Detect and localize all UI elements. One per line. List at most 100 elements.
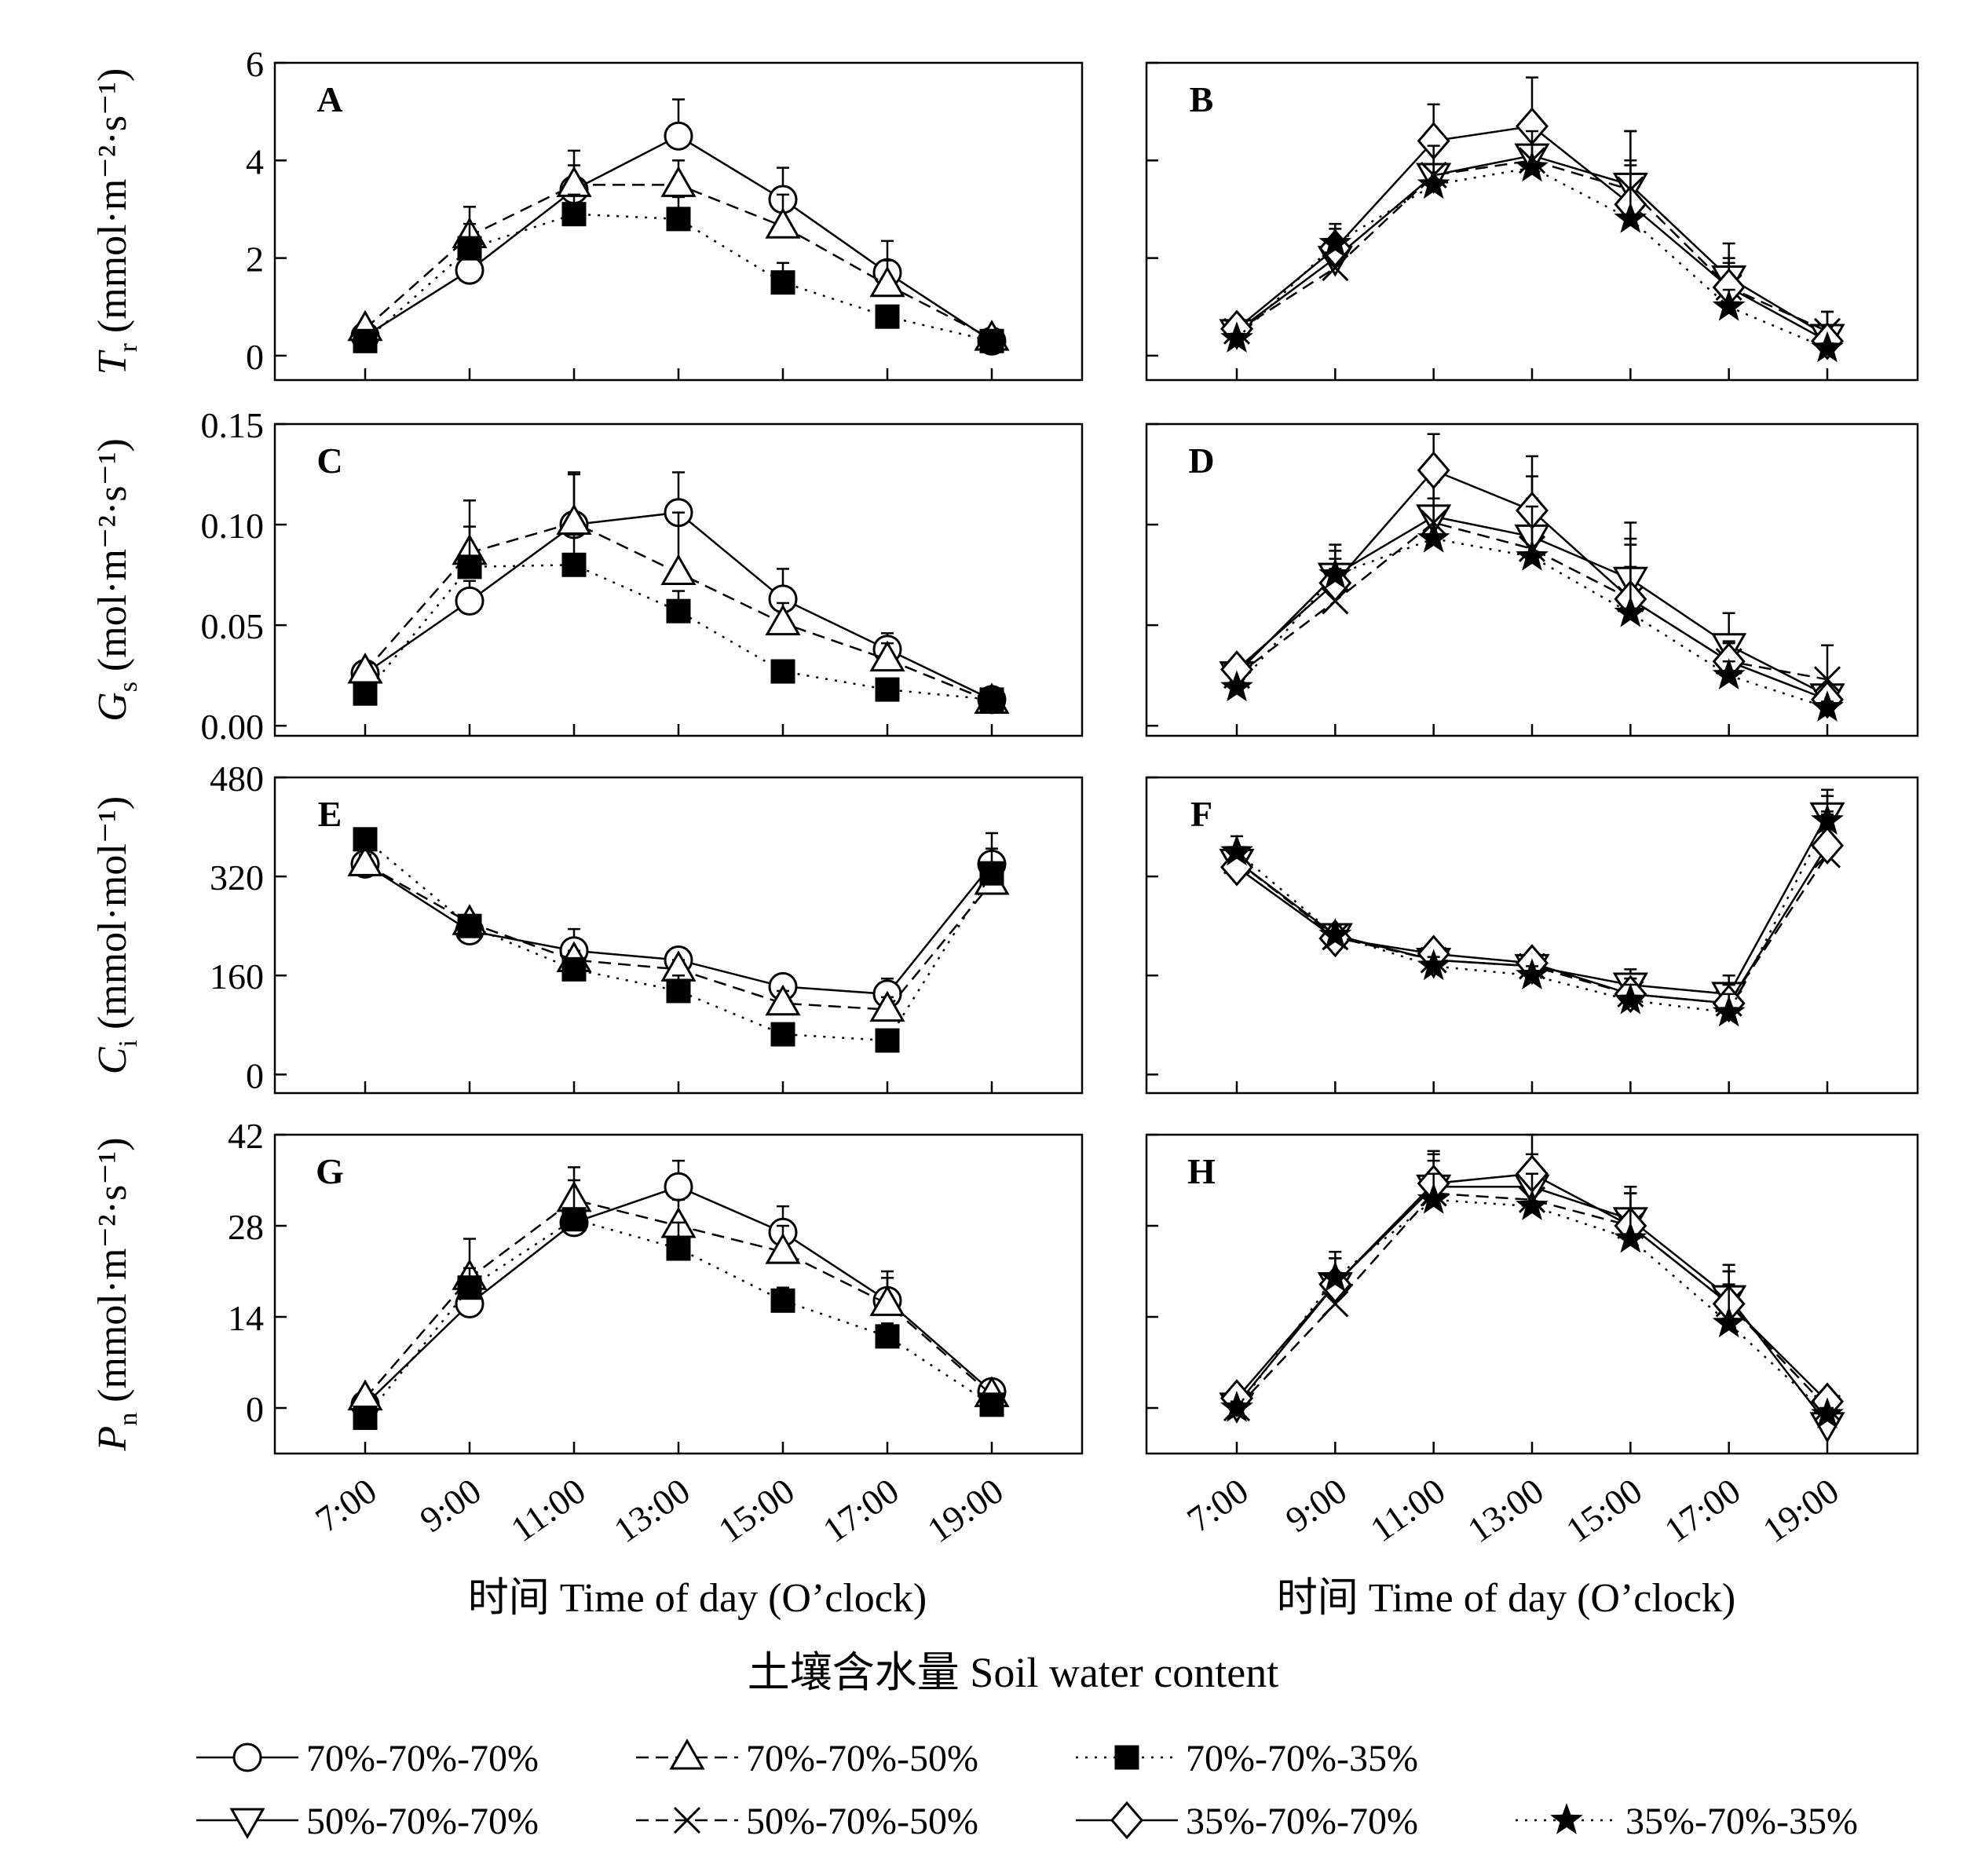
legend-marker-circle xyxy=(232,1743,262,1772)
legend-item: 35%-70%-35% xyxy=(1516,1801,1858,1842)
legend-marker-x xyxy=(673,1806,701,1834)
marker-square xyxy=(561,202,587,227)
panel-A: 0 2 4 6 A Tr (mmol·m⁻²·s⁻¹) xyxy=(90,44,1084,382)
x-tick-label: 17:00 xyxy=(816,1470,906,1550)
marker-square xyxy=(457,554,482,580)
panels-layer: 0 2 4 6 A Tr (mmol·m⁻²·s⁻¹) B 0.00 0.05 0.10 0.15 C… xyxy=(90,44,1919,1550)
series-s6 xyxy=(1220,814,1844,1023)
panel-letter: D xyxy=(1188,441,1214,481)
y-label-unit: (mmol·m⁻²·s⁻¹) xyxy=(90,1137,135,1412)
marker-triangle xyxy=(869,990,905,1022)
legend-label: 70%-70%-35% xyxy=(1186,1738,1418,1779)
marker-square xyxy=(875,677,900,702)
xlabel-left: 时间 Time of day (O’clock) xyxy=(468,1576,927,1621)
marker-star xyxy=(1220,834,1253,866)
marker-star xyxy=(1318,1260,1352,1293)
marker-triangle xyxy=(660,166,697,197)
series-s7 xyxy=(1220,497,1844,722)
marker-triangle xyxy=(869,1285,905,1316)
marker-star xyxy=(1712,658,1746,689)
marker-diamond xyxy=(1417,451,1450,490)
marker-circle xyxy=(455,255,485,285)
series-s6 xyxy=(1220,76,1844,360)
marker-circle xyxy=(455,586,485,616)
marker-triangle xyxy=(765,207,801,239)
marker-square xyxy=(353,681,378,706)
x-tick-label: 9:00 xyxy=(1278,1470,1354,1540)
y-label-subscript: n xyxy=(114,1413,143,1426)
x-tick-label: 9:00 xyxy=(412,1470,488,1540)
y-tick-label: 0 xyxy=(246,1389,264,1429)
soil-water-label: 土壤含水量 Soil water content xyxy=(748,1649,1278,1696)
y-axis-label: Tr (mmol·m⁻²·s⁻¹) xyxy=(90,68,143,375)
marker-star xyxy=(1220,670,1253,702)
panel-H: 7:00 9:00 11:00 13:00 15:00 17:00 19:00 H xyxy=(1145,1133,1919,1550)
y-tick-label: 0.15 xyxy=(201,405,265,445)
marker-square xyxy=(875,1324,900,1349)
legend-label: 50%-70%-70% xyxy=(306,1801,539,1842)
legend-marker-diamond xyxy=(1110,1801,1143,1840)
marker-square xyxy=(666,978,691,1004)
plot-frame xyxy=(1145,776,1919,1095)
panel-letter: E xyxy=(318,794,342,834)
y-label-symbol: G xyxy=(90,692,135,722)
x-tick-label: 17:00 xyxy=(1657,1470,1747,1550)
legend-item: 70%-70%-50% xyxy=(636,1738,978,1779)
y-label-subscript: s xyxy=(114,682,143,692)
xlabel-right: 时间 Time of day (O’clock) xyxy=(1277,1576,1735,1621)
legend-label: 70%-70%-70% xyxy=(306,1738,539,1779)
series-s2 xyxy=(347,1166,1010,1411)
y-label-unit: (mmol·m⁻²·s⁻¹) xyxy=(90,68,135,343)
marker-star xyxy=(1220,1391,1253,1422)
marker-star xyxy=(1516,958,1549,989)
series-s5 xyxy=(1223,810,1841,1017)
marker-star xyxy=(1712,1306,1746,1338)
y-axis-label: Ci (mmol·mol⁻¹) xyxy=(90,796,143,1074)
y-label-subscript: i xyxy=(114,1040,143,1047)
legend-label: 35%-70%-35% xyxy=(1625,1801,1858,1842)
marker-square xyxy=(875,1028,900,1053)
y-tick-label: 320 xyxy=(210,858,264,898)
x-tick-label: 11:00 xyxy=(1363,1470,1453,1549)
x-tick-label: 13:00 xyxy=(607,1470,697,1550)
marker-star xyxy=(1417,167,1450,199)
x-tick-label: 19:00 xyxy=(920,1470,1011,1550)
y-label-subscript: r xyxy=(114,342,143,352)
plot-frame xyxy=(273,776,1084,1095)
panel-letter: H xyxy=(1187,1151,1216,1191)
marker-star xyxy=(1614,1221,1647,1253)
legend-marker-star xyxy=(1550,1803,1583,1834)
y-tick-label: 2 xyxy=(246,240,264,280)
marker-star xyxy=(1811,803,1844,835)
marker-circle xyxy=(664,121,693,151)
legend: 70%-70%-70% 70%-70%-50% 70%-70%-35% 50%-70%… xyxy=(196,1738,1858,1842)
panel-letter: G xyxy=(316,1151,344,1191)
marker-square xyxy=(875,304,900,329)
marker-triangle xyxy=(660,554,697,586)
marker-square xyxy=(353,328,378,353)
marker-star xyxy=(1417,1182,1450,1214)
marker-triangle xyxy=(765,604,801,636)
y-tick-label: 42 xyxy=(228,1116,264,1156)
marker-star xyxy=(1614,595,1647,627)
marker-star xyxy=(1811,331,1844,363)
panel-F: F xyxy=(1145,776,1919,1095)
marker-square xyxy=(979,861,1004,886)
panel-B: B xyxy=(1145,61,1919,382)
marker-square xyxy=(666,598,691,624)
series-s3 xyxy=(353,1179,1004,1430)
legend-label: 70%-70%-50% xyxy=(746,1738,978,1779)
series-s3 xyxy=(353,827,1004,1053)
y-label-unit: (mmol·mol⁻¹) xyxy=(90,796,135,1040)
x-tick-label: 11:00 xyxy=(503,1470,593,1549)
legend-marker-triangle-down xyxy=(229,1808,265,1840)
marker-star xyxy=(1516,1189,1549,1220)
marker-square xyxy=(353,827,378,852)
y-tick-label: 28 xyxy=(228,1207,264,1247)
y-tick-label: 160 xyxy=(210,956,264,997)
y-label-unit: (mol·m⁻²·s⁻¹) xyxy=(90,438,135,682)
y-tick-label: 6 xyxy=(246,44,264,84)
marker-star xyxy=(1516,539,1549,571)
marker-triangle xyxy=(869,265,905,298)
